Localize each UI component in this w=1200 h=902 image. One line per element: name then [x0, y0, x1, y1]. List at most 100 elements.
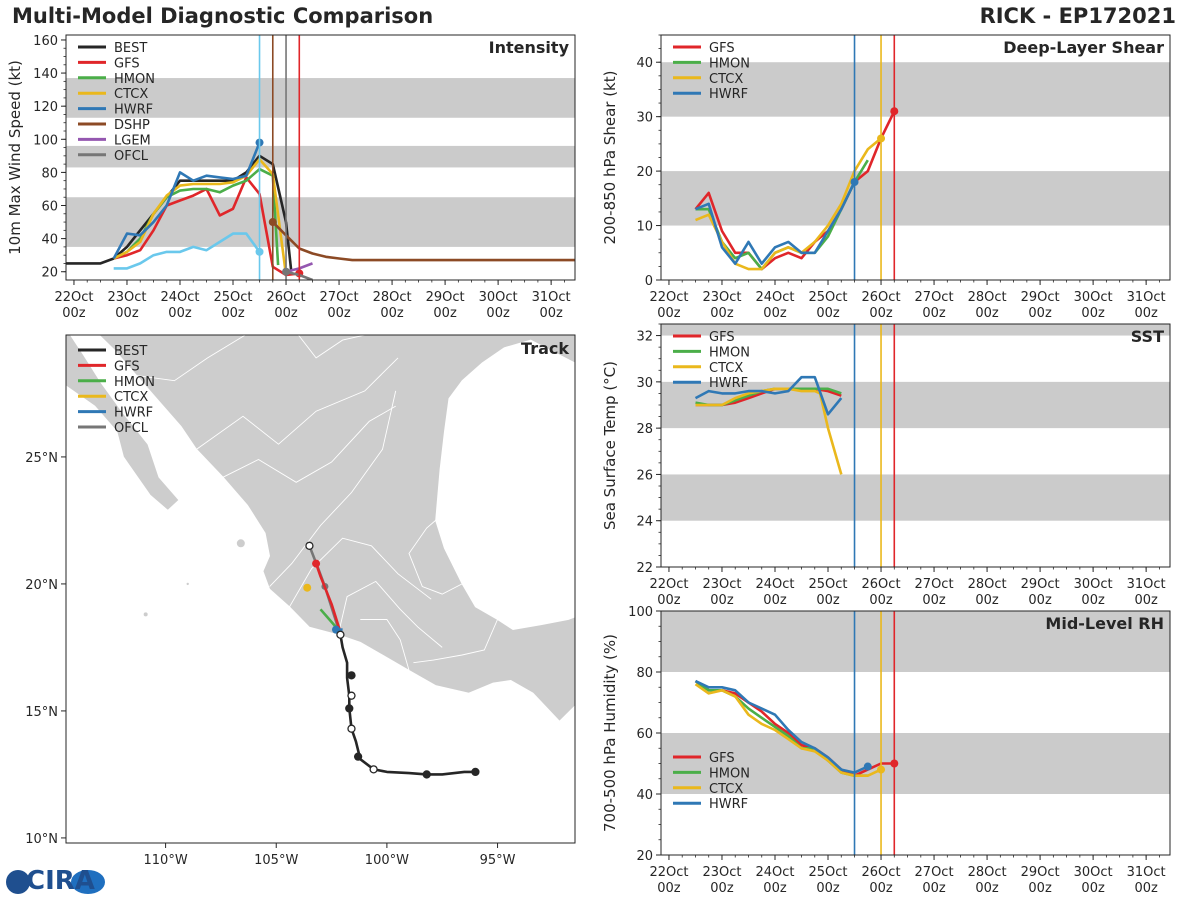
rh-band-0 — [661, 733, 1170, 794]
rh-ytick-label: 60 — [636, 727, 653, 742]
track-state-border-1 — [289, 537, 432, 608]
sst-ytick-label: 22 — [636, 561, 653, 576]
intensity-ytick-label: 20 — [41, 266, 58, 281]
track-xtick-label: 95°W — [480, 853, 516, 868]
track-state-border-7 — [136, 335, 246, 382]
intensity-xtick-hour: 00z — [433, 306, 457, 321]
track-ytick-label: 20°N — [25, 578, 58, 593]
sst-ytick-label: 32 — [636, 330, 653, 345]
shear-xtick-date: 28Oct — [968, 290, 1007, 305]
shear-band-1 — [661, 62, 1170, 117]
sst-frame — [660, 323, 1171, 568]
intensity-xtick-hour: 00z — [168, 306, 192, 321]
rh-legend-label-hmon: HMON — [709, 766, 750, 781]
track-state-border-6 — [413, 619, 498, 664]
track-xtick-label: 105°W — [254, 853, 298, 868]
shear-xtick-date: 22Oct — [649, 290, 688, 305]
track-point-best — [422, 770, 431, 779]
intensity-legend-label-hmon: HMON — [114, 72, 155, 87]
rh-ytick-label: 40 — [636, 788, 653, 803]
rh-xtick-hour: 00z — [710, 881, 734, 896]
rh-legend-label-ctcx: CTCX — [709, 782, 743, 797]
rh-legend-label-hwrf: HWRF — [709, 797, 748, 812]
sst-xtick-date: 30Oct — [1074, 577, 1113, 592]
rh-xtick-hour: 00z — [975, 881, 999, 896]
intensity-line-hwrf — [112, 142, 261, 260]
track-map-group — [66, 335, 575, 779]
intensity-band-2 — [66, 78, 575, 118]
intensity-legend-label-ofcl: OFCL — [114, 149, 149, 164]
rh-point-hwrf-end — [863, 762, 872, 771]
shear-legend-label-ctcx: CTCX — [709, 72, 743, 87]
sst-title: SST — [1131, 327, 1164, 346]
intensity-line-ctcx — [113, 157, 288, 276]
intensity-xtick-hour: 00z — [221, 306, 245, 321]
track-point-best — [347, 671, 356, 680]
track-point-ctcx-end — [303, 583, 312, 592]
intensity-xtick-hour: 00z — [327, 306, 351, 321]
intensity-ytick-label: 40 — [41, 233, 58, 248]
rh-ytick-label: 20 — [636, 849, 653, 864]
intensity-xtick-date: 25Oct — [214, 290, 253, 305]
track-point-best — [336, 630, 345, 639]
track-ytick-label: 10°N — [25, 832, 58, 847]
track-legend-label-gfs: GFS — [114, 359, 140, 374]
shear-xtick-date: 26Oct — [862, 290, 901, 305]
sst-xtick-date: 24Oct — [755, 577, 794, 592]
shear-ytick-label: 40 — [636, 56, 653, 71]
intensity-line-ships — [113, 232, 261, 270]
sst-ytick-label: 30 — [636, 376, 653, 391]
intensity-xtick-date: 26Oct — [267, 290, 306, 305]
rh-xtick-hour: 00z — [1081, 881, 1105, 896]
rh-series-group — [694, 679, 899, 778]
shear-panel: 01020304022Oct00z23Oct00z24Oct00z25Oct00… — [601, 34, 1171, 321]
sst-xtick-hour: 00z — [869, 593, 893, 608]
track-state-border-9 — [360, 619, 410, 671]
rh-xtick-hour: 00z — [657, 881, 681, 896]
shear-band-0 — [661, 171, 1170, 226]
rh-xtick-date: 31Oct — [1127, 865, 1166, 880]
intensity-ytick-label: 140 — [33, 67, 58, 82]
intensity-xtick-date: 23Oct — [107, 290, 146, 305]
figure-title: Multi-Model Diagnostic Comparison — [12, 4, 434, 28]
track-state-border-4 — [222, 405, 396, 483]
track-ytick-label: 25°N — [25, 451, 58, 466]
shear-xtick-date: 25Oct — [809, 290, 848, 305]
sst-panel: 22242628303222Oct00z23Oct00z24Oct00z25Oc… — [601, 323, 1171, 608]
intensity-ytick-label: 80 — [41, 166, 58, 181]
sst-xtick-hour: 00z — [922, 593, 946, 608]
intensity-band-1 — [66, 145, 575, 168]
rh-legend-label-gfs: GFS — [709, 751, 735, 766]
track-island-0 — [236, 539, 245, 548]
intensity-xtick-hour: 00z — [380, 306, 404, 321]
intensity-series-group — [66, 138, 575, 280]
intensity-panel: 2040608010012014016022Oct00z23Oct00z24Oc… — [6, 34, 576, 321]
sst-ytick-label: 26 — [636, 468, 653, 483]
rh-line-ctcx — [694, 683, 882, 778]
sst-xtick-hour: 00z — [1134, 593, 1158, 608]
track-frame — [65, 334, 576, 844]
track-legend-label-hwrf: HWRF — [114, 406, 153, 421]
intensity-xtick-hour: 00z — [115, 306, 139, 321]
rh-band-1 — [661, 611, 1170, 672]
storm-id-title: RICK - EP172021 — [979, 4, 1176, 28]
track-state-border-0 — [269, 390, 397, 587]
cira-logo-text: CIRA — [26, 866, 95, 896]
sst-legend-label-hwrf: HWRF — [709, 376, 748, 391]
intensity-xtick-hour: 00z — [62, 306, 86, 321]
sst-xtick-date: 28Oct — [968, 577, 1007, 592]
sst-xtick-hour: 00z — [975, 593, 999, 608]
intensity-xtick-date: 22Oct — [54, 290, 93, 305]
rh-line-hwrf — [694, 679, 869, 774]
rh-ytick-label: 100 — [628, 605, 653, 620]
shear-ylabel: 200-850 hPa Shear (kt) — [601, 71, 619, 245]
track-legend-label-best: BEST — [114, 344, 147, 359]
sst-band-0 — [661, 474, 1170, 521]
sst-xtick-hour: 00z — [816, 593, 840, 608]
shear-xtick-hour: 00z — [1134, 306, 1158, 321]
rh-ytick-label: 80 — [636, 666, 653, 681]
sst-legend-label-hmon: HMON — [709, 345, 750, 360]
rh-xtick-hour: 00z — [922, 881, 946, 896]
track-line-gfs — [314, 563, 342, 633]
shear-line-gfs — [694, 110, 896, 271]
